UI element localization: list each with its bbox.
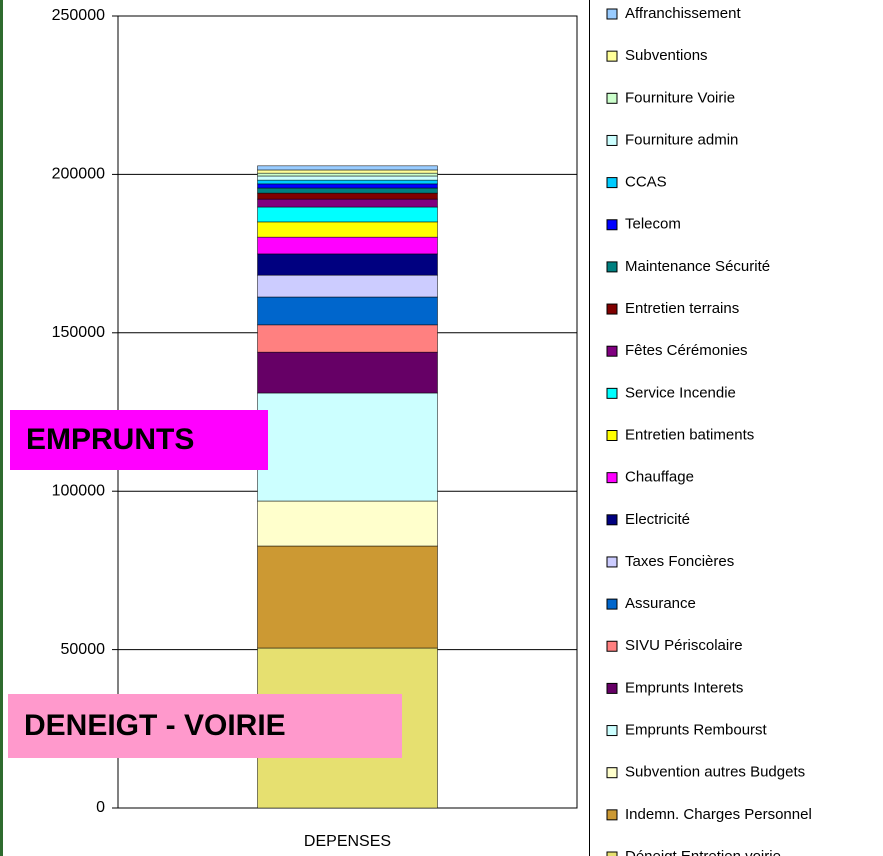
bar-segment: [257, 198, 438, 208]
bar-segment: [257, 500, 438, 547]
bar-segment: [257, 175, 438, 181]
bars: [257, 165, 438, 809]
bar-segment: [257, 192, 438, 200]
legend-swatch: [606, 598, 618, 610]
legend-label: Telecom: [625, 216, 681, 233]
legend-swatch: [606, 345, 618, 357]
legend-label: Subventions: [625, 47, 708, 64]
legend-box: [589, 0, 883, 856]
legend-label: Assurance: [625, 595, 696, 612]
legend-label: Emprunts Rembourst: [625, 722, 768, 739]
legend-swatch: [606, 387, 618, 399]
annotation: EMPRUNTS: [26, 423, 194, 456]
bar-segment: [257, 172, 438, 177]
annotation: DENEIGT - VOIRIE: [24, 709, 286, 742]
y-tick-label: 150000: [52, 324, 105, 341]
legend-swatch: [606, 261, 618, 273]
y-tick-label: 200000: [52, 166, 105, 183]
legend-swatch: [606, 177, 618, 189]
bar-segment: [257, 221, 438, 238]
bar-segment: [257, 169, 438, 174]
y-tick-label: 50000: [61, 641, 106, 658]
bar-segment: [257, 324, 438, 353]
bar-segment: [257, 183, 438, 189]
legend-label: Electricité: [625, 511, 690, 528]
annotation-box: [8, 694, 402, 758]
legend-label: CCAS: [625, 174, 667, 191]
legend: Déneigt Entretien voirie Indemn. Charges …: [606, 5, 812, 856]
legend-swatch: [606, 219, 618, 231]
bar-segment: [257, 165, 438, 171]
legend-swatch: [606, 8, 618, 20]
legend-label: SIVU Périscolaire: [625, 637, 743, 654]
grid: 0 50000 100000 150000 200000 250000 DEPENSES: [52, 7, 577, 850]
y-tick-label: 100000: [52, 482, 105, 499]
legend-label: Taxes Foncières: [625, 553, 734, 570]
bar-segment: [257, 296, 438, 326]
legend-label: Affranchissement: [625, 5, 741, 22]
legend-label: Subvention autres Budgets: [625, 764, 805, 781]
legend-swatch: [606, 430, 618, 441]
legend-label: Indemn. Charges Personnel: [625, 806, 812, 823]
y-tick-label: 250000: [52, 7, 105, 24]
legend-label: Fourniture admin: [625, 131, 738, 148]
legend-label: Service Incendie: [625, 384, 736, 401]
legend-label: Fourniture Voirie: [625, 89, 735, 106]
legend-swatch: [606, 851, 618, 856]
bar-segment: [257, 179, 438, 185]
legend-label: Fêtes Cérémonies: [625, 342, 748, 359]
legend-swatch: [606, 682, 618, 694]
bar-segment: [257, 236, 438, 255]
legend-label: Chauffage: [625, 469, 694, 486]
bar-segment: [257, 187, 438, 194]
bar-segment: [257, 392, 438, 502]
legend-swatch: [606, 472, 618, 484]
annotation-box: [10, 410, 268, 470]
bar-segment: [257, 545, 438, 649]
x-tick-label: DEPENSES: [304, 833, 391, 850]
legend-label: Déneigt Entretien voirie: [625, 848, 781, 856]
legend-label: Maintenance Sécurité: [625, 258, 770, 275]
y-tick-label: 0: [96, 799, 105, 816]
legend-label: Entretien batiments: [625, 426, 754, 443]
legend-swatch: [606, 514, 618, 526]
legend-swatch: [606, 92, 618, 104]
legend-swatch: [606, 809, 618, 821]
legend-swatch: [606, 640, 618, 652]
legend-swatch: [606, 725, 618, 737]
legend-swatch: [606, 767, 618, 779]
bar-segment: [257, 206, 438, 223]
legend-swatch: [606, 303, 618, 315]
bar-segment: [257, 274, 438, 298]
bar-segment: [257, 253, 438, 276]
legend-swatch: [606, 50, 618, 62]
legend-label: Emprunts Interets: [625, 679, 743, 696]
legend-swatch: [606, 556, 618, 568]
legend-swatch: [606, 134, 618, 146]
bar-segment: [257, 351, 438, 394]
legend-label: Entretien terrains: [625, 300, 739, 317]
